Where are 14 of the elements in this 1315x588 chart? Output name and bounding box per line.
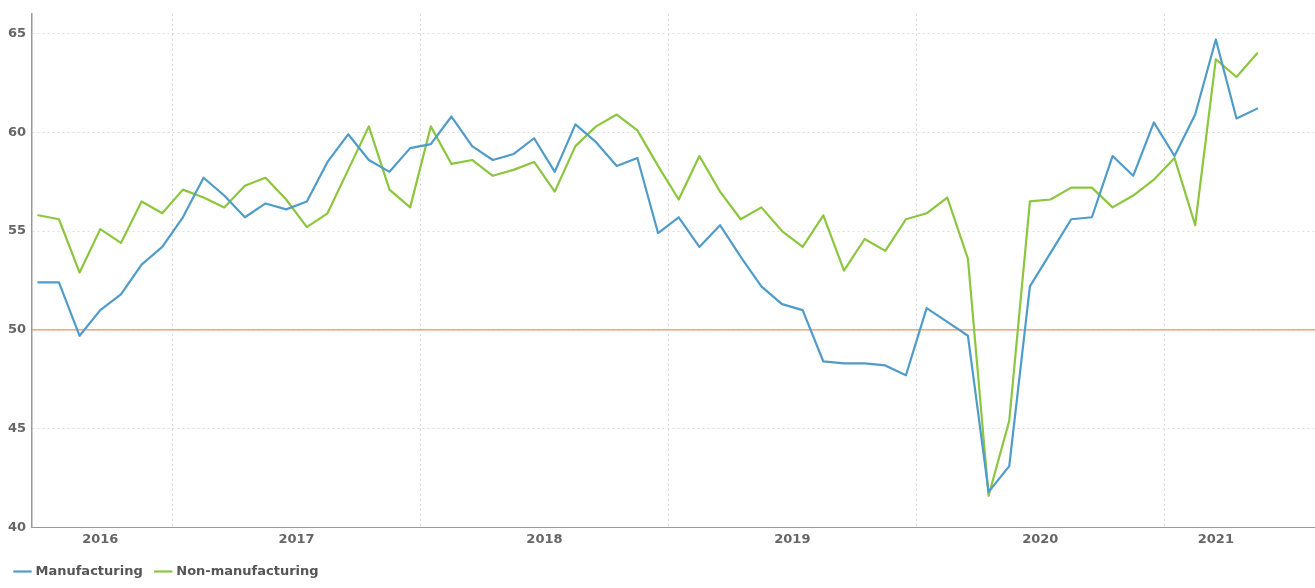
- y-tick-label: 60: [8, 123, 27, 139]
- y-tick-label: 45: [8, 420, 27, 436]
- y-tick-label: 50: [8, 321, 27, 337]
- y-tick-label: 55: [8, 222, 27, 238]
- x-tick-label: 2017: [278, 530, 315, 546]
- x-tick-label: 2020: [1022, 530, 1059, 546]
- x-tick-label: 2019: [774, 530, 811, 546]
- x-tick-label: 2021: [1197, 530, 1234, 546]
- legend-label: Manufacturing: [35, 562, 143, 578]
- y-tick-label: 40: [8, 518, 27, 534]
- x-tick-label: 2016: [82, 530, 119, 546]
- legend-label: Non-manufacturing: [176, 562, 319, 578]
- x-tick-label: 2018: [526, 530, 563, 546]
- y-tick-label: 65: [8, 24, 27, 40]
